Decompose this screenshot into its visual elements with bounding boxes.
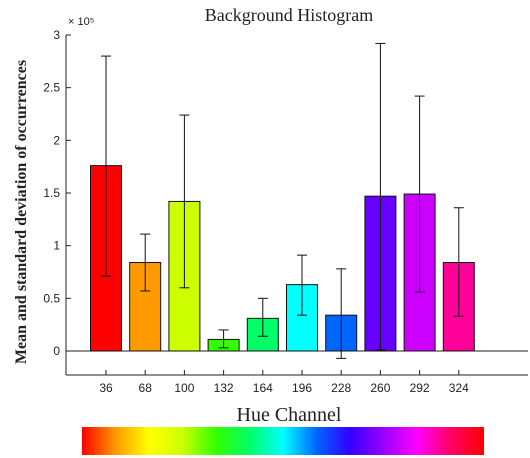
y-tick-label: 0 [53,344,60,358]
x-tick-label: 164 [253,381,273,395]
hue-colorbar [82,427,484,455]
y-tick-label: 2 [53,133,60,147]
chart-title: Background Histogram [205,5,373,25]
x-tick-label: 36 [99,381,113,395]
x-tick-label: 196 [292,381,312,395]
plot-area: 0 0.5 1 1.5 2 2.5 3 36 68 100 132 164 196 228 260 292 32… [43,28,528,395]
y-tick-label: 3 [53,28,60,42]
x-tick-label: 260 [370,381,390,395]
y-tick-label: 0.5 [43,291,60,305]
y-axis-label: Mean and standard deviation of occurrenc… [13,60,30,364]
y-tick-label: 1 [53,239,60,253]
y-tick-label: 1.5 [43,186,60,200]
x-tick-label: 68 [139,381,153,395]
x-axis-label: Hue Channel [237,404,342,426]
y-tick-label: 2.5 [43,81,60,95]
x-tick-label: 132 [214,381,234,395]
x-tick-label: 292 [410,381,430,395]
y-axis-multiplier: × 10⁵ [68,16,94,28]
x-tick-label: 228 [331,381,351,395]
x-tick-label: 100 [174,381,194,395]
x-tick-label: 324 [449,381,469,395]
bar [286,284,318,352]
